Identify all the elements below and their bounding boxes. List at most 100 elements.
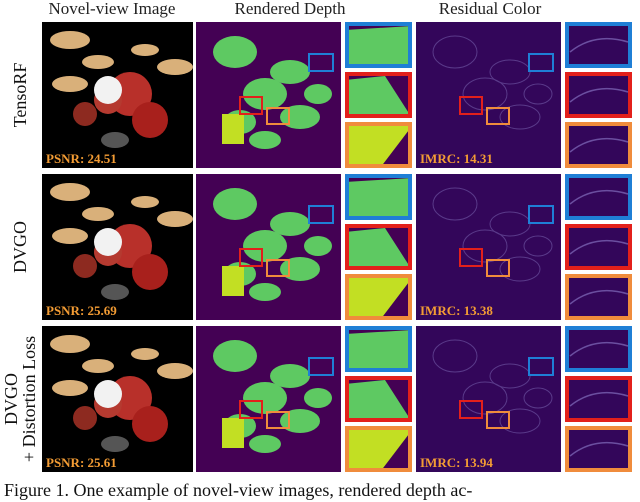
depth-shape [243,382,287,414]
drum [101,132,129,148]
depth-shape [213,36,257,68]
highlight-box [266,259,290,277]
depth-shape [243,78,287,110]
drum [132,406,168,442]
highlight-box [486,411,510,429]
residual-zoom-shape [569,289,629,305]
depth-zoom-shape [345,426,412,472]
imrc-metric: IMRC: 13.38 [420,303,493,318]
residual-zoom [565,274,632,320]
figure-row: DVGO PSNR: 25.69 IMRC: 13.38 [10,174,632,320]
residual-zoom-border [565,426,632,472]
highlight-box [528,357,554,376]
figure-row: DVGO+ Distortion Loss PSNR: 25.61 IMRC: 13… [1,326,632,472]
highlight-box [528,53,554,72]
highlight-box [459,400,483,419]
residual-zoom [565,224,632,270]
caption: Figure 1. One example of novel-view imag… [4,480,472,500]
depth-zoom-border [345,22,412,68]
cymbal [157,59,193,75]
residual-zoom [565,426,632,472]
depth-shape [213,188,257,220]
cymbal [131,348,159,360]
residual-zoom-shape [569,239,629,255]
row-label: DVGO [1,373,21,425]
residual-zoom-shape [569,137,629,153]
depth-shape [222,114,244,144]
imrc-metric: IMRC: 14.31 [420,151,493,166]
residual-image [416,22,561,168]
depth-zoom-border [345,376,412,422]
depth-shape [304,388,332,408]
highlight-box [486,107,510,125]
depth-shape [270,212,310,236]
residual-shape [462,229,508,263]
depth-zoom-border [345,224,412,270]
residual-zoom-border [565,174,632,220]
residual-zoom [565,376,632,422]
residual-zoom [565,326,632,372]
residual-zoom-border [565,376,632,422]
psnr-metric: PSNR: 25.61 [46,455,117,470]
depth-zoom-shape [345,76,412,118]
cymbal [50,335,90,353]
depth-shape [213,340,257,372]
cymbal [131,44,159,56]
residual-shape [523,235,553,257]
highlight-box [266,107,290,125]
depth-zoom-shape [345,26,412,68]
drum [101,284,129,300]
residual-shape [432,35,478,69]
residual-shape [462,77,508,111]
depth-zoom-border [345,72,412,118]
depth-shape [304,84,332,104]
row-label: TensoRF [10,63,30,128]
cymbal [52,228,88,244]
residual-zoom [565,22,632,68]
residual-image [416,326,561,472]
drum [94,380,122,408]
cymbal [52,76,88,92]
cymbal [82,359,114,373]
imrc-metric: IMRC: 13.94 [420,455,493,470]
residual-zoom [565,122,632,168]
residual-zoom-shape [569,391,629,407]
drum [101,436,129,452]
depth-zoom-shape [345,330,412,372]
residual-shape [499,408,541,434]
cymbal [50,31,90,49]
residual-zoom-border [565,72,632,118]
depth-zoom-border [345,274,412,320]
depth-shape [249,435,281,453]
highlight-box [459,96,483,115]
depth-shape [222,266,244,296]
row-label: + Distortion Loss [19,336,39,462]
residual-zoom-border [565,326,632,372]
highlight-box [486,259,510,277]
residual-zoom-shape [569,37,629,53]
residual-zoom-shape [569,87,629,103]
residual-zoom [565,72,632,118]
depth-zoom-border [345,326,412,372]
depth-zoom-border [345,426,412,472]
psnr-metric: PSNR: 24.51 [46,151,117,166]
highlight-box [459,248,483,267]
drum [73,406,97,430]
residual-shape [523,83,553,105]
depth-shape [222,418,244,448]
column-header: Rendered Depth [235,0,346,18]
drum [94,228,122,256]
column-header: Novel-view Image [49,0,176,18]
cymbal [52,380,88,396]
cymbal [82,55,114,69]
cymbal [82,207,114,221]
depth-shape [304,236,332,256]
drum [132,254,168,290]
residual-zoom-border [565,22,632,68]
residual-shape [462,381,508,415]
cymbal [157,211,193,227]
residual-shape [523,387,553,409]
drum [73,102,97,126]
highlight-box [239,400,263,419]
